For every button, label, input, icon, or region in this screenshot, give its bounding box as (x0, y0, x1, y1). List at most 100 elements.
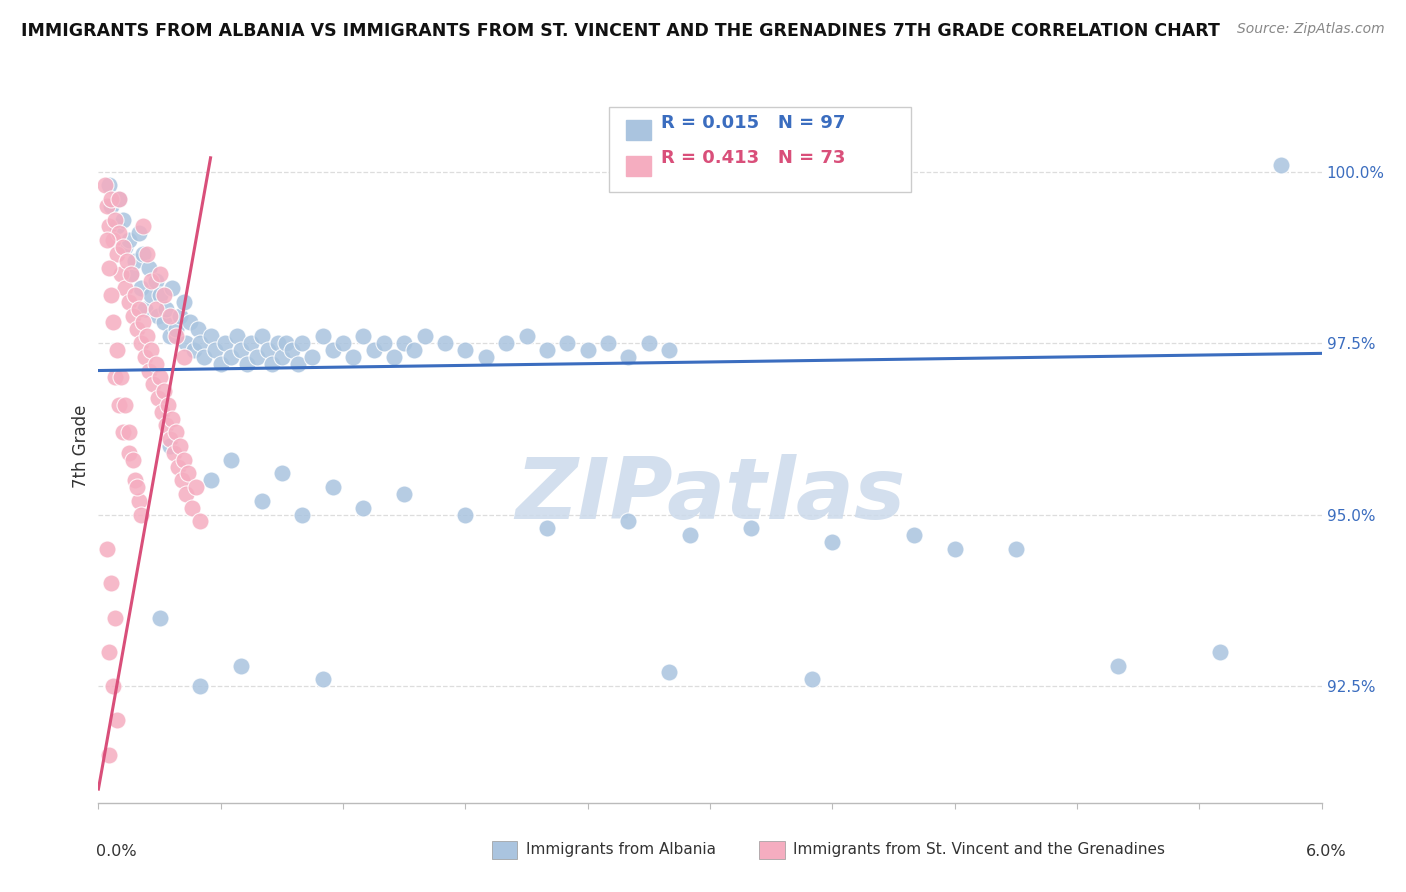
Point (150, 405, 173, 419)
Point (100, 192, 122, 206)
Point (136, 329, 159, 343)
Point (267, 336, 290, 351)
Point (155, 301, 177, 316)
Point (134, 350, 156, 364)
Text: 0.0%: 0.0% (96, 845, 136, 859)
Point (145, 301, 167, 316)
Point (226, 329, 249, 343)
Point (128, 227, 150, 241)
Point (658, 343, 681, 357)
Point (188, 679, 211, 693)
Point (111, 212, 134, 227)
Point (943, 541, 966, 556)
Point (392, 336, 416, 351)
Point (96, 199, 118, 213)
Point (352, 500, 374, 515)
Point (97, 178, 120, 193)
Point (138, 260, 160, 275)
Point (97, 645, 120, 659)
Text: Immigrants from Albania: Immigrants from Albania (526, 842, 716, 856)
Point (141, 288, 163, 302)
Point (149, 268, 172, 282)
Point (100, 576, 122, 591)
Point (617, 350, 640, 364)
Point (260, 357, 283, 371)
Point (96, 233, 118, 247)
Point (1004, 541, 1026, 556)
Point (163, 446, 186, 460)
Point (152, 384, 174, 398)
Y-axis label: 7th Grade: 7th Grade (72, 404, 90, 488)
Point (165, 425, 187, 440)
Point (392, 487, 416, 501)
Point (174, 336, 197, 351)
Point (454, 343, 477, 357)
Point (495, 336, 517, 351)
Point (132, 316, 155, 330)
Point (181, 500, 204, 515)
Point (101, 233, 124, 247)
Point (229, 658, 253, 673)
Point (1270, 158, 1292, 172)
Point (111, 240, 134, 254)
Point (152, 316, 174, 330)
Point (188, 336, 211, 351)
Point (1208, 645, 1230, 659)
Point (332, 336, 354, 351)
Point (678, 528, 700, 542)
Point (104, 370, 127, 384)
Point (291, 508, 314, 522)
Point (740, 521, 762, 535)
Point (352, 329, 374, 343)
Point (382, 350, 405, 364)
Point (122, 309, 145, 323)
Point (322, 343, 344, 357)
Point (118, 446, 141, 460)
Point (1107, 658, 1129, 673)
Point (132, 247, 155, 261)
Point (145, 274, 167, 288)
Point (120, 268, 142, 282)
Text: R = 0.015   N = 97: R = 0.015 N = 97 (661, 113, 845, 131)
Point (97, 219, 120, 234)
Point (134, 301, 156, 316)
Point (114, 398, 136, 412)
Point (108, 398, 131, 412)
Point (193, 350, 215, 364)
Point (105, 219, 128, 234)
Text: IMMIGRANTS FROM ALBANIA VS IMMIGRANTS FROM ST. VINCENT AND THE GRENADINES 7TH GR: IMMIGRANTS FROM ALBANIA VS IMMIGRANTS FR… (21, 22, 1220, 40)
Point (555, 336, 579, 351)
Point (169, 439, 191, 453)
Point (118, 233, 141, 247)
Point (311, 329, 335, 343)
Point (100, 199, 122, 213)
Point (124, 473, 146, 487)
Point (187, 322, 209, 336)
Point (177, 467, 200, 481)
Point (322, 480, 344, 494)
Point (118, 425, 141, 440)
Point (124, 288, 146, 302)
Point (515, 329, 537, 343)
Point (536, 343, 558, 357)
Point (100, 288, 122, 302)
Point (404, 343, 426, 357)
Point (536, 521, 558, 535)
Point (173, 452, 195, 467)
Point (124, 253, 146, 268)
Point (169, 309, 191, 323)
Point (474, 350, 498, 364)
Point (108, 192, 131, 206)
Point (128, 494, 150, 508)
Point (179, 316, 201, 330)
Point (159, 329, 181, 343)
Point (97, 260, 120, 275)
Point (146, 391, 169, 405)
Point (149, 610, 172, 624)
Point (165, 329, 187, 343)
Point (114, 281, 136, 295)
Text: 6.0%: 6.0% (1306, 845, 1347, 859)
Point (200, 329, 222, 343)
Point (110, 370, 132, 384)
Text: Immigrants from St. Vincent and the Grenadines: Immigrants from St. Vincent and the Gren… (793, 842, 1166, 856)
